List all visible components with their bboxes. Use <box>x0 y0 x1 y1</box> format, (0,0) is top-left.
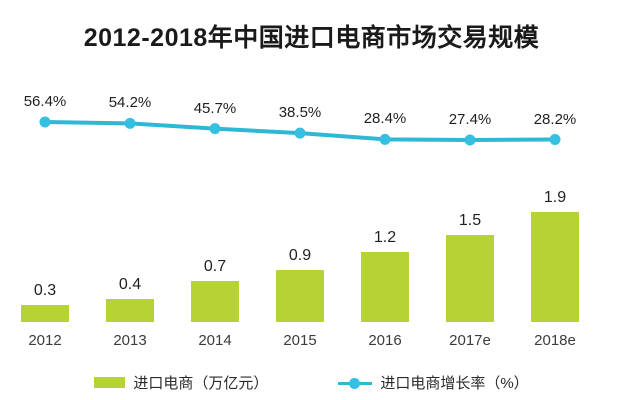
bar-value-label-2012: 0.3 <box>33 282 57 299</box>
x-axis-label-2018e: 2018e <box>534 332 576 349</box>
bar-value-label-2016: 1.2 <box>373 229 397 246</box>
bar-value-label-2013: 0.4 <box>118 276 142 293</box>
growth-rate-line-series <box>39 116 561 146</box>
growth-marker-2018e <box>549 134 561 146</box>
x-axis-label-2012: 2012 <box>28 332 62 349</box>
bar-2016 <box>361 252 409 322</box>
legend-item-import-ecommerce[interactable]: 进口电商（万亿元） <box>94 372 268 393</box>
growth-rate-markers <box>39 116 561 146</box>
x-axis-label-2016: 2016 <box>368 332 402 349</box>
growth-marker-2012 <box>39 116 51 128</box>
bar-value-label-2014: 0.7 <box>203 258 227 275</box>
growth-value-label-2018e: 28.2% <box>533 110 577 128</box>
legend-label-growth-rate: 进口电商增长率（%） <box>380 375 529 392</box>
growth-marker-2016 <box>379 133 391 145</box>
x-axis-label-2014: 2014 <box>198 332 232 349</box>
legend-label-import-ecommerce: 进口电商（万亿元） <box>133 375 269 392</box>
growth-marker-2015 <box>294 127 306 139</box>
bar-value-label-2015: 0.9 <box>288 247 312 264</box>
bar-2012 <box>21 305 69 322</box>
x-axis-label-2015: 2015 <box>283 332 317 349</box>
growth-value-label-2015: 38.5% <box>278 104 322 122</box>
growth-value-label-2013: 54.2% <box>108 94 152 112</box>
legend-bar-swatch-icon <box>94 377 126 388</box>
bar-2015 <box>276 270 324 322</box>
x-axis-label-2013: 2013 <box>113 332 147 349</box>
bar-value-label-2017e: 1.5 <box>458 212 482 229</box>
x-axis-label-2017e: 2017e <box>449 332 491 349</box>
growth-marker-2017e <box>464 134 476 146</box>
bar-value-label-2018e: 1.9 <box>543 189 567 206</box>
bar-2017e <box>446 235 494 322</box>
chart-legend: 进口电商（万亿元） 进口电商增长率（%） <box>0 372 623 393</box>
growth-value-label-2016: 28.4% <box>363 110 407 128</box>
growth-value-label-2017e: 27.4% <box>448 111 492 128</box>
bar-2014 <box>191 281 239 322</box>
growth-value-label-2012: 56.4% <box>23 93 67 110</box>
chart-title: 2012-2018年中国进口电商市场交易规模 <box>83 24 540 52</box>
legend-item-growth-rate[interactable]: 进口电商增长率（%） <box>338 372 529 393</box>
bar-2013 <box>106 299 154 322</box>
legend-line-marker-icon <box>338 377 373 389</box>
growth-marker-2013 <box>124 117 136 129</box>
plot-area: 0.3 0.4 0.7 0.9 1.2 1.5 1.9 56.4% 54.2% 45.7% 38.… <box>21 93 579 349</box>
growth-marker-2014 <box>209 123 221 135</box>
bar-2018e <box>531 212 579 322</box>
growth-value-label-2014: 45.7% <box>193 99 237 117</box>
